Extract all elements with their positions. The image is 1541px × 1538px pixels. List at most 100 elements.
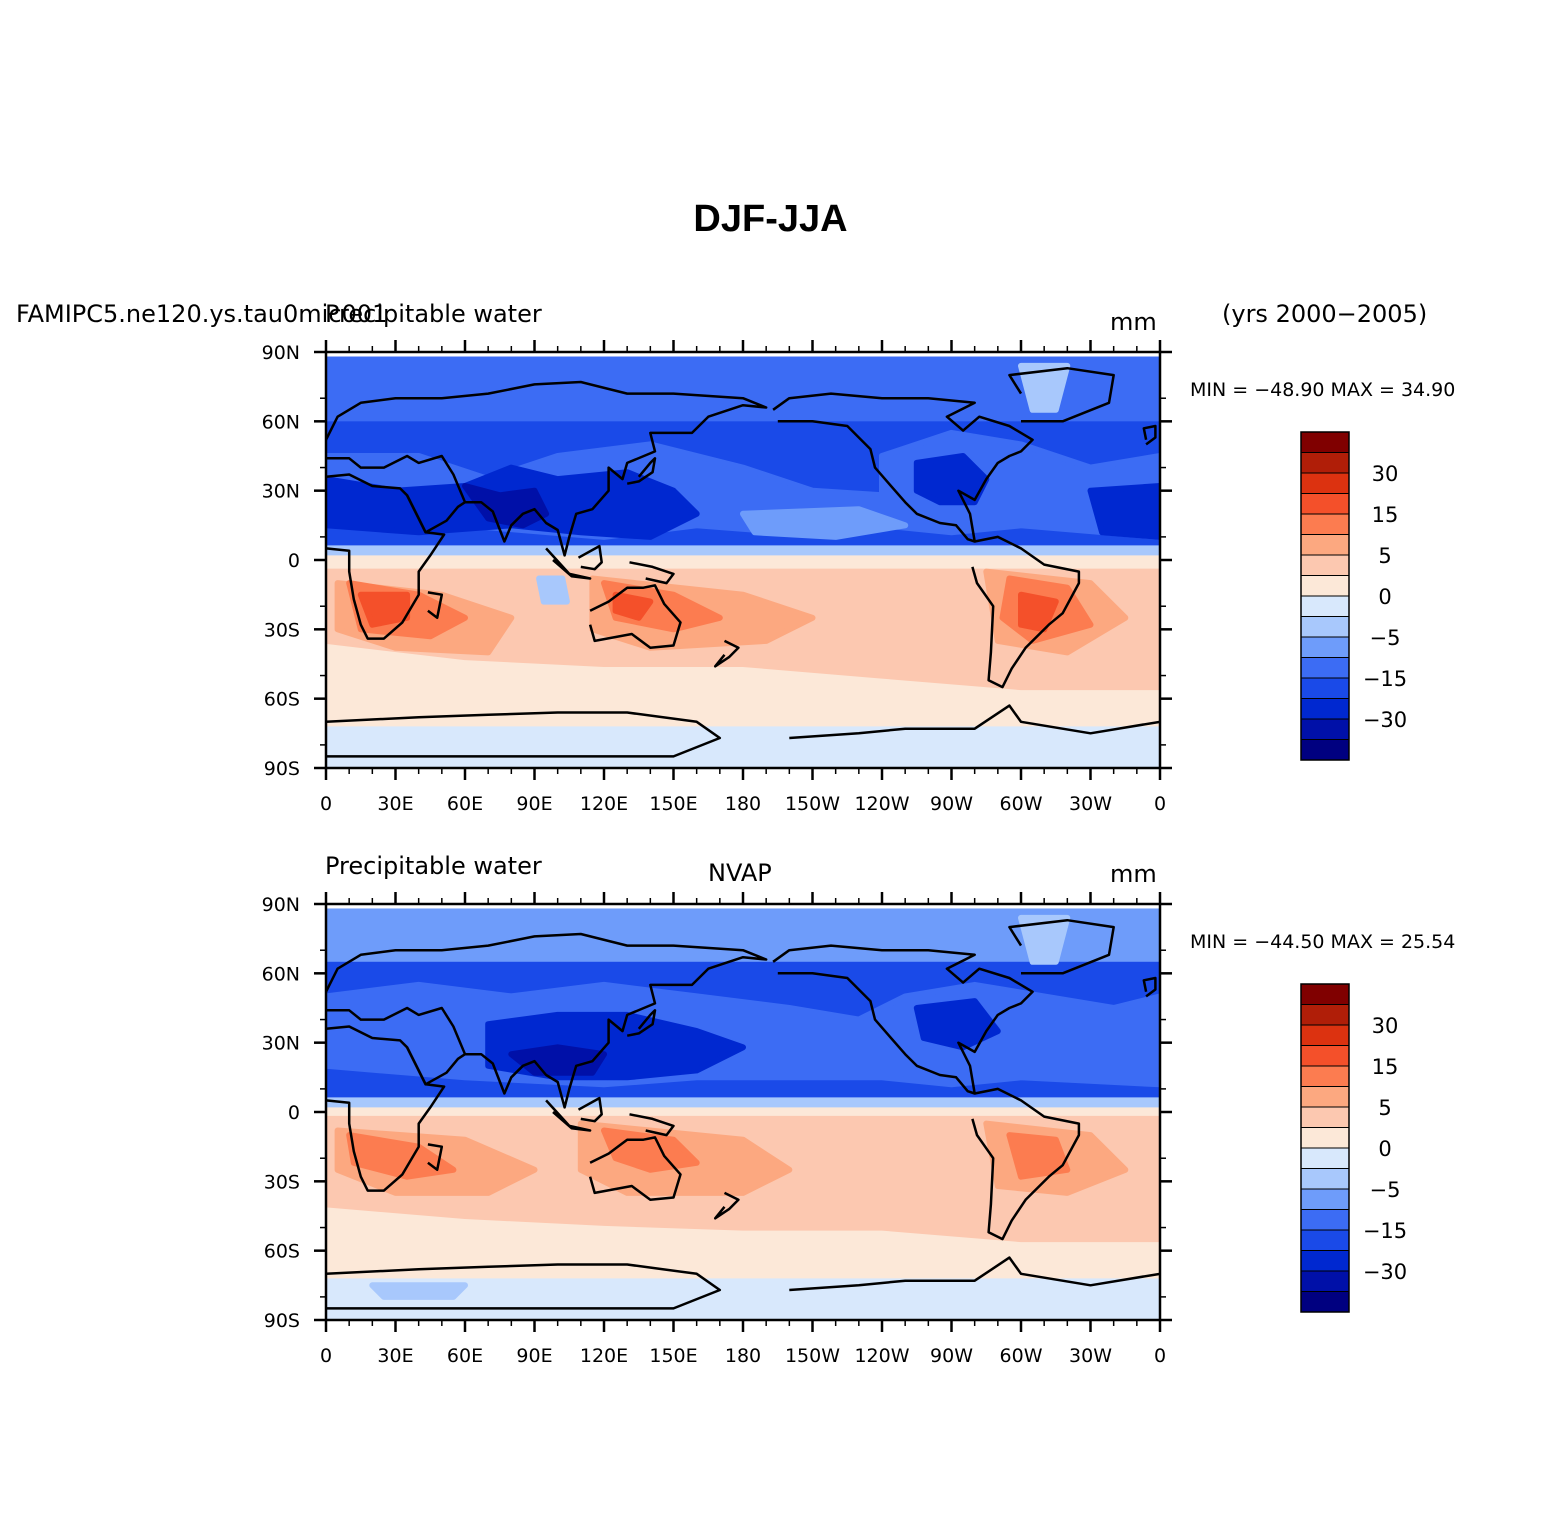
colorbar-swatch: [1300, 472, 1350, 494]
colorbar-swatch: [1300, 698, 1350, 720]
coastline: [545, 1099, 592, 1132]
coastlines: [326, 366, 1160, 758]
contour-band: [326, 726, 1160, 768]
coastline: [326, 380, 768, 557]
colorbar-swatch: [1300, 534, 1350, 556]
map-panel-bottom: Precipitable water NVAP mm MIN = −44.50 …: [0, 852, 1541, 1404]
colorbar-label: −15: [1363, 667, 1407, 691]
y-tick-label: 90N: [262, 342, 300, 364]
colorbar-swatch: [1300, 1045, 1350, 1067]
colorbar-swatch: [1300, 1291, 1350, 1313]
y-tick-label: 30N: [262, 1033, 300, 1055]
x-tick-label: 90W: [930, 1345, 973, 1367]
colorbar-swatch: [1300, 513, 1350, 535]
y-tick-label: 30S: [264, 619, 300, 641]
y-tick-label: 30S: [264, 1171, 300, 1193]
colorbar-label: 30: [1372, 462, 1399, 486]
colorbar-swatch: [1300, 1024, 1350, 1046]
colorbar-label: 5: [1378, 544, 1391, 568]
colorbar-label: −15: [1363, 1219, 1407, 1243]
colorbar-swatch: [1300, 1127, 1350, 1149]
map-panel-top: FAMIPC5.ne120.ys.tau0mic001 Precipitable…: [0, 300, 1541, 852]
panel-min-max: MIN = −44.50 MAX = 25.54: [1190, 931, 1456, 953]
coastline: [326, 711, 722, 758]
colorbar-label: 15: [1372, 503, 1399, 527]
contour-band: [536, 575, 570, 605]
colorbar-swatch: [1300, 677, 1350, 699]
x-tick-label: 180: [725, 793, 761, 815]
panel-left-title: Precipitable water: [325, 300, 542, 328]
contour-fill: [326, 908, 1160, 1320]
y-tick-label: 60S: [264, 689, 300, 711]
x-tick-label: 60W: [1000, 1345, 1043, 1367]
colorbar-swatch: [1300, 595, 1350, 617]
coastline: [713, 639, 740, 668]
coastline: [789, 704, 1160, 740]
coastline: [1142, 424, 1157, 446]
x-tick-label: 120W: [854, 793, 909, 815]
x-tick-label: 60E: [447, 1345, 483, 1367]
x-tick-label: 150E: [649, 1345, 697, 1367]
contour-band: [508, 1044, 607, 1076]
coastline: [713, 1191, 740, 1220]
figure-title: DJF-JJA: [693, 198, 848, 240]
colorbar-swatch: [1300, 452, 1350, 474]
colorbar-swatch: [1300, 1086, 1350, 1108]
coastline: [629, 1113, 675, 1137]
coastline: [971, 1087, 1081, 1241]
contour-band: [369, 1282, 468, 1300]
x-tick-label: 150E: [649, 793, 697, 815]
colorbar-swatch: [1300, 657, 1350, 679]
coastline: [326, 473, 446, 640]
coastline: [405, 494, 466, 534]
colorbar-label: 5: [1378, 1096, 1391, 1120]
x-tick-label: 0: [320, 793, 332, 815]
contour-band: [740, 506, 909, 540]
contour-band: [1006, 1132, 1071, 1180]
coastline: [971, 535, 1081, 689]
colorbar-swatch: [1300, 1209, 1350, 1231]
panel-case-name: FAMIPC5.ne120.ys.tau0mic001: [16, 300, 388, 328]
x-tick-label: 30W: [1069, 793, 1112, 815]
colorbar-swatch: [1300, 636, 1350, 658]
colorbar-swatch: [1300, 718, 1350, 740]
colorbar-swatch: [1300, 1188, 1350, 1210]
contour-band: [326, 981, 1160, 1088]
coastline: [588, 584, 682, 650]
coastline: [1142, 976, 1157, 998]
x-tick-label: 120W: [854, 1345, 909, 1367]
panel-min-max: MIN = −48.90 MAX = 34.90: [1190, 379, 1456, 401]
y-tick-label: 90S: [264, 758, 300, 780]
colorbar-swatch: [1300, 616, 1350, 638]
x-tick-label: 180: [725, 1345, 761, 1367]
coastline: [629, 561, 675, 585]
x-tick-label: 90E: [516, 1345, 552, 1367]
colorbar-label: −5: [1370, 626, 1401, 650]
colorbar-swatch: [1300, 554, 1350, 576]
coastline: [577, 544, 603, 571]
colorbar-swatch: [1300, 1065, 1350, 1087]
y-tick-label: 30N: [262, 481, 300, 503]
colorbar-label: 0: [1378, 585, 1391, 609]
coastline: [427, 1143, 444, 1172]
contour-band: [357, 591, 411, 628]
coastline: [405, 1046, 466, 1086]
y-tick-label: 60N: [262, 411, 300, 433]
contour-band: [1018, 362, 1071, 413]
colorbar-swatch: [1300, 431, 1350, 453]
colorbar-swatch: [1300, 1147, 1350, 1169]
x-tick-label: 90E: [516, 793, 552, 815]
coastline: [626, 457, 657, 485]
colorbar-label: 0: [1378, 1137, 1391, 1161]
panel-years: (yrs 2000−2005): [1222, 300, 1428, 328]
y-tick-label: 60S: [264, 1241, 300, 1263]
x-tick-label: 150W: [785, 1345, 840, 1367]
x-tick-label: 30W: [1069, 1345, 1112, 1367]
colorbar-label: −30: [1363, 708, 1407, 732]
contour-band: [1018, 914, 1071, 965]
coastline: [1008, 366, 1115, 423]
coastline: [772, 392, 1034, 543]
x-tick-label: 30E: [377, 1345, 413, 1367]
y-tick-label: 90N: [262, 894, 300, 916]
colorbar-label: 15: [1372, 1055, 1399, 1079]
